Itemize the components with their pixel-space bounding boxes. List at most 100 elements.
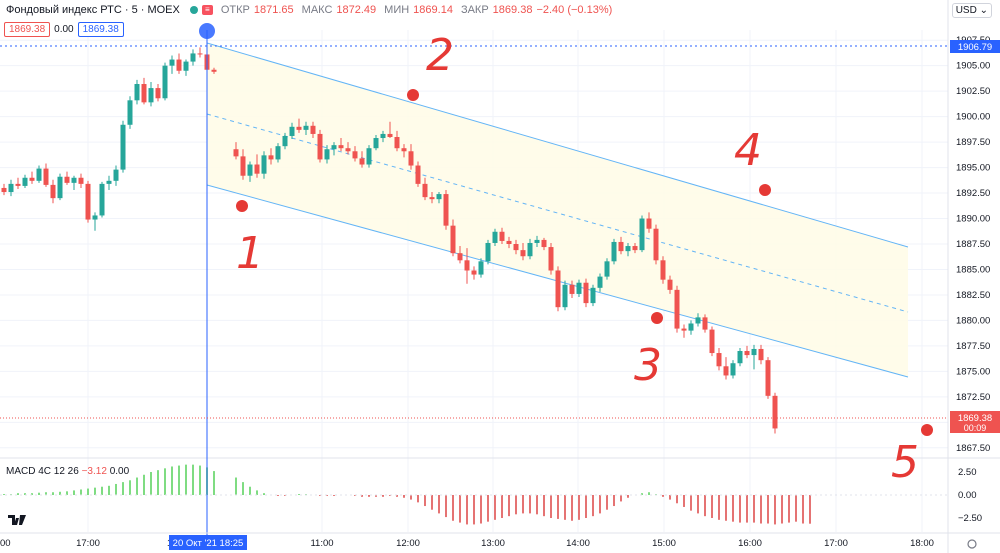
candle-body bbox=[450, 225, 456, 254]
countdown-label: 00:09 bbox=[964, 423, 987, 433]
candle-body bbox=[681, 328, 687, 331]
chevron-down-icon: ⌄ bbox=[979, 5, 988, 16]
candle-body bbox=[211, 69, 217, 72]
currency-label: USD bbox=[955, 5, 977, 16]
candle-body bbox=[359, 158, 365, 165]
candle-body bbox=[632, 246, 638, 251]
candle-body bbox=[576, 282, 582, 294]
candle-body bbox=[590, 287, 596, 304]
candle-body bbox=[268, 155, 274, 160]
candle-body bbox=[43, 168, 49, 185]
candle-body bbox=[29, 177, 35, 181]
candle-body bbox=[1, 187, 7, 193]
macd-tick-label: 0.00 bbox=[958, 490, 977, 501]
time-tick-label: 00 bbox=[0, 538, 11, 549]
candle-body bbox=[429, 197, 435, 200]
candle-body bbox=[8, 183, 14, 193]
currency-selector[interactable]: USD ⌄ bbox=[951, 3, 992, 18]
candle-body bbox=[751, 348, 757, 356]
price-tick-label: 1902.50 bbox=[956, 86, 990, 97]
candle-body bbox=[408, 151, 414, 166]
price-tick-label: 1900.00 bbox=[956, 112, 990, 123]
candle-body bbox=[471, 270, 477, 275]
candle-body bbox=[380, 133, 386, 139]
sell-price-button[interactable]: 1869.38 bbox=[4, 22, 51, 37]
symbol-title[interactable]: Фондовый индекс РТС · 5 · MOEX bbox=[6, 4, 180, 16]
candle-body bbox=[345, 148, 351, 152]
low-label: МИН bbox=[384, 4, 410, 16]
low-value: 1869.14 bbox=[413, 4, 453, 16]
annotation-dot bbox=[759, 184, 771, 196]
candle-body bbox=[506, 240, 512, 244]
candle-body bbox=[611, 241, 617, 262]
time-tick-label: 14:00 bbox=[566, 538, 590, 549]
last-price-tag bbox=[950, 411, 1000, 433]
candle-body bbox=[338, 145, 344, 149]
price-tick-label: 1885.00 bbox=[956, 264, 990, 275]
candle-body bbox=[92, 215, 98, 220]
macd-tick-label: −2.50 bbox=[958, 513, 982, 524]
candle-body bbox=[723, 366, 729, 376]
candle-body bbox=[155, 88, 161, 99]
candle-body bbox=[674, 289, 680, 329]
candle-body bbox=[254, 164, 260, 174]
candle-body bbox=[15, 183, 21, 186]
candle-body bbox=[50, 184, 56, 199]
candle-body bbox=[141, 84, 147, 103]
candle-body bbox=[162, 65, 168, 99]
candle-body bbox=[716, 353, 722, 367]
annotation-number: 5 bbox=[891, 437, 919, 488]
macd-value: −3.12 bbox=[81, 466, 107, 477]
tradingview-logo-icon bbox=[8, 515, 26, 525]
price-tick-label: 1887.50 bbox=[956, 239, 990, 250]
candle-body bbox=[464, 260, 470, 271]
candle-body bbox=[513, 244, 519, 251]
candle-body bbox=[653, 228, 659, 261]
candle-body bbox=[324, 149, 330, 160]
candle-body bbox=[197, 53, 203, 55]
open-label: ОТКР bbox=[220, 4, 250, 16]
candle-body bbox=[562, 284, 568, 308]
candle-body bbox=[78, 177, 84, 184]
candle-body bbox=[492, 231, 498, 243]
candle-body bbox=[555, 270, 561, 308]
candle-body bbox=[233, 149, 239, 157]
time-tick-label: 18:00 bbox=[910, 538, 934, 549]
candle-body bbox=[569, 284, 575, 294]
candle-body bbox=[702, 317, 708, 330]
candle-body bbox=[527, 242, 533, 257]
price-tick-label: 1867.50 bbox=[956, 443, 990, 454]
candle-body bbox=[394, 137, 400, 149]
candle-body bbox=[282, 135, 288, 147]
spread-value: 0.00 bbox=[54, 24, 74, 35]
candle-body bbox=[765, 360, 771, 396]
candle-body bbox=[520, 250, 526, 257]
crosshair-price-label: 1906.79 bbox=[958, 42, 992, 53]
close-value: 1869.38 bbox=[492, 4, 533, 16]
candle-body bbox=[709, 329, 715, 354]
candle-body bbox=[597, 276, 603, 288]
price-tick-label: 1890.00 bbox=[956, 214, 990, 225]
high-label: МАКС bbox=[301, 4, 333, 16]
menu-icon[interactable]: ≡ bbox=[201, 5, 213, 15]
macd-tick-label: 2.50 bbox=[958, 467, 977, 478]
annotation-number: 4 bbox=[734, 125, 762, 176]
candle-body bbox=[99, 183, 105, 216]
candle-body bbox=[148, 88, 154, 103]
settings-gear-icon bbox=[967, 539, 977, 549]
open-value: 1871.65 bbox=[253, 4, 294, 16]
candle-body bbox=[57, 176, 63, 199]
candle-body bbox=[758, 348, 764, 361]
candle-body bbox=[485, 242, 491, 262]
buy-price-button[interactable]: 1869.38 bbox=[77, 22, 124, 37]
candle-body bbox=[85, 183, 91, 220]
candle-body bbox=[106, 180, 112, 184]
price-tick-label: 1895.00 bbox=[956, 163, 990, 174]
crosshair-price-tag bbox=[950, 40, 1000, 53]
candle-body bbox=[134, 84, 140, 101]
macd-value-2: 0.00 bbox=[109, 466, 130, 477]
candle-body bbox=[317, 133, 323, 160]
candle-body bbox=[618, 241, 624, 252]
candle-body bbox=[303, 125, 309, 130]
